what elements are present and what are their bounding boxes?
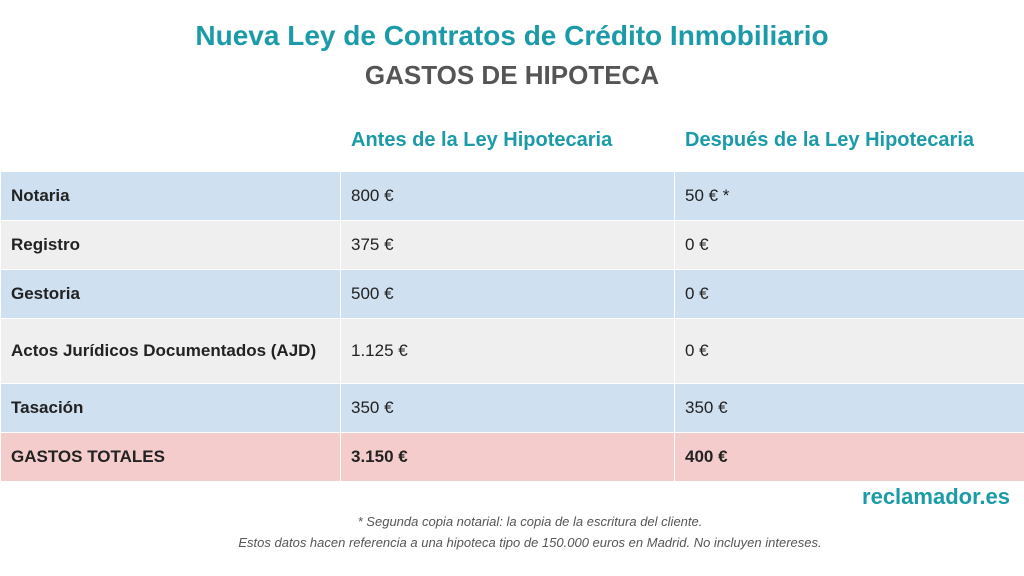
cost-cell: 500 € xyxy=(340,269,675,319)
table-row: Tasación 350 €350 € xyxy=(0,383,1024,433)
table-row: Registro 375 €0 € xyxy=(0,220,1024,270)
cost-cell: 350 € xyxy=(340,383,675,433)
cost-cell: 400 € xyxy=(674,432,1024,482)
cost-table: Antes de la Ley Hipotecaria Después de l… xyxy=(0,108,1024,482)
table-row: Notaria 800 €50 € * xyxy=(0,171,1024,221)
header-cell xyxy=(0,108,341,172)
header-row: Antes de la Ley Hipotecaria Después de l… xyxy=(0,108,1024,172)
cost-cell: 350 € xyxy=(674,383,1024,433)
row-label: Gestoria xyxy=(0,269,341,319)
cost-cell: 0 € xyxy=(674,220,1024,270)
table-row: Actos Jurídicos Documentados (AJD) 1.125 … xyxy=(0,318,1024,384)
total-row: GASTOS TOTALES 3.150 €400 € xyxy=(0,432,1024,482)
brand: reclamador.es xyxy=(862,484,1010,509)
title: Nueva Ley de Contratos de Crédito Inmobi… xyxy=(195,20,829,51)
cost-cell: 1.125 € xyxy=(340,318,675,384)
cost-cell: 375 € xyxy=(340,220,675,270)
column-header: Antes de la Ley Hipotecaria xyxy=(340,108,675,172)
row-label: Registro xyxy=(0,220,341,270)
cost-cell: 50 € * xyxy=(674,171,1024,221)
footnote: * Segunda copia notarial: la copia de la… xyxy=(357,514,703,529)
row-label: Notaria xyxy=(0,171,341,221)
column-header: Después de la Ley Hipotecaria xyxy=(674,108,1024,172)
cost-cell: 0 € xyxy=(674,318,1024,384)
cost-cell: 0 € xyxy=(674,269,1024,319)
cost-cell: 3.150 € xyxy=(340,432,675,482)
row-label: Tasación xyxy=(0,383,341,433)
footnote: Estos datos hacen referencia a una hipot… xyxy=(238,535,822,550)
row-label: GASTOS TOTALES xyxy=(0,432,341,482)
table-row: Gestoria 500 €0 € xyxy=(0,269,1024,319)
row-label: Actos Jurídicos Documentados (AJD) xyxy=(0,318,341,384)
cost-cell: 800 € xyxy=(340,171,675,221)
subtitle: GASTOS DE HIPOTECA xyxy=(364,60,660,90)
